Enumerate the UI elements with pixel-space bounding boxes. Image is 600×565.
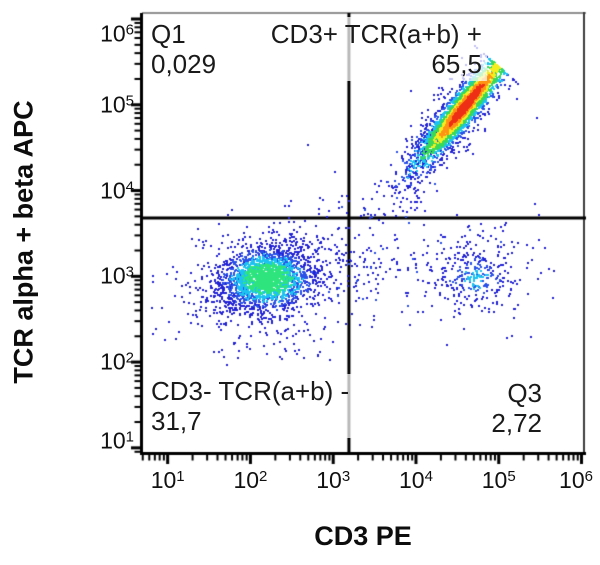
x-tick-label: 102 [233,467,268,493]
x-axis-title: CD3 PE [314,521,412,551]
quadrant-q1-name: Q1 [151,19,186,49]
quadrant-q1-value: 0,029 [151,49,217,79]
quadrant-q4-value: 31,7 [151,406,202,436]
x-tick-label: 105 [481,467,516,493]
y-tick-label: 105 [100,91,134,118]
x-tick-label: 101 [150,467,185,493]
quadrant-q2-value: 65,5 [431,49,482,79]
quadrant-label-q2: CD3+ TCR(a+b) + 65,5 [265,17,487,81]
quadrant-q2-name: CD3+ TCR(a+b) + [270,19,482,49]
quadrant-label-q1: Q1 0,029 [146,17,222,81]
quadrant-q3-value: 2,72 [491,408,542,438]
quadrant-q3-name: Q3 [507,378,542,408]
y-tick-label: 106 [100,20,134,47]
y-tick-label: 104 [100,177,134,204]
quadrant-label-q3: Q3 2,72 [486,376,547,440]
quadrant-q4-name: CD3- TCR(a+b) - [151,376,350,406]
y-tick-label: 102 [100,348,134,375]
x-tick-label: 106 [559,467,593,493]
y-tick-label: 103 [100,262,134,289]
y-axis-title: TCR alpha + beta APC [8,100,39,384]
x-tick-label: 103 [316,467,351,493]
y-tick-label: 101 [100,427,134,454]
x-tick-label: 104 [399,467,433,493]
quadrant-label-q4: CD3- TCR(a+b) - 31,7 [146,374,355,438]
